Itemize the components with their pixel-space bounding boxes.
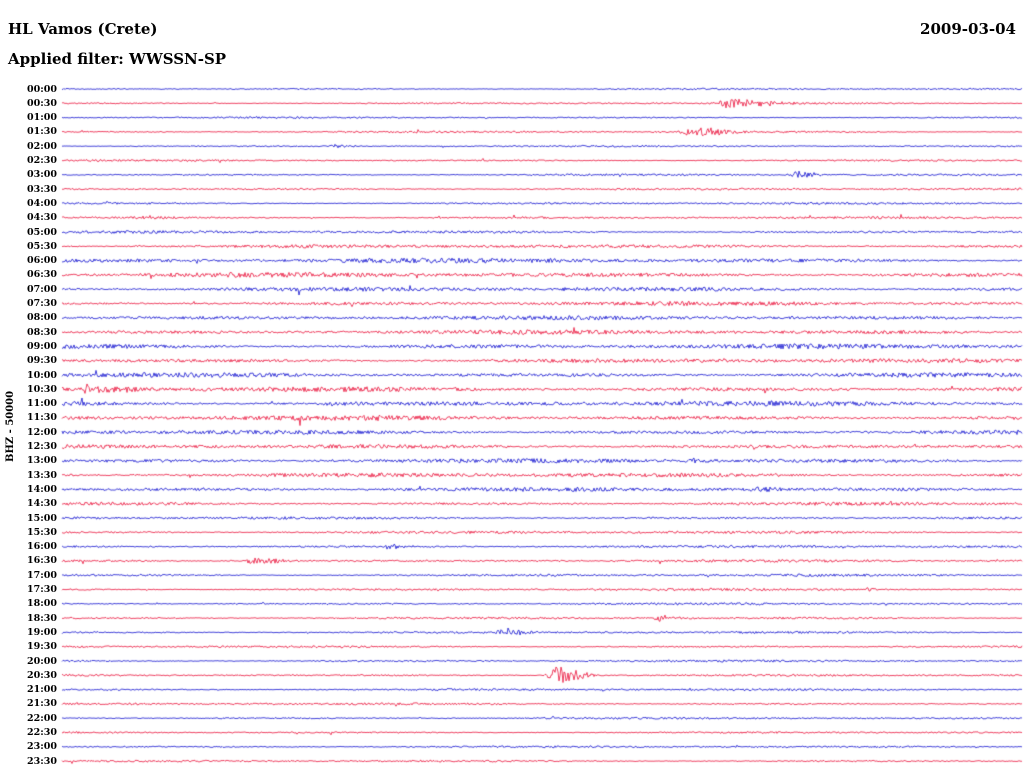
seismogram-canvas	[0, 0, 1024, 780]
helicorder-page: HL Vamos (Crete) 2009-03-04 Applied filt…	[0, 0, 1024, 780]
